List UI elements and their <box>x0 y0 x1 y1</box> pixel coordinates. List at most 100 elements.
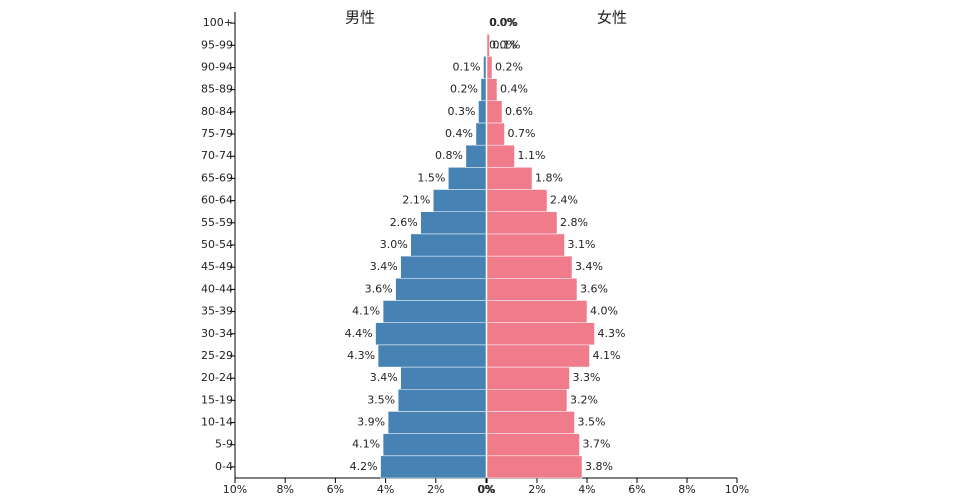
bar <box>483 56 487 79</box>
value-label: 0.0% <box>489 16 517 29</box>
bar <box>486 344 590 368</box>
bar <box>486 388 568 412</box>
bar <box>395 278 487 301</box>
value-label: 0.7% <box>508 127 536 140</box>
bar <box>486 100 503 124</box>
bar <box>465 144 487 168</box>
value-label: 3.5% <box>367 393 395 406</box>
x-tick-label: 4% <box>377 483 394 496</box>
value-label: 4.3% <box>347 349 375 362</box>
bar <box>486 322 595 346</box>
bar <box>375 322 487 346</box>
value-label: 2.8% <box>560 216 588 229</box>
value-label: 0.4% <box>500 83 528 96</box>
bar <box>380 455 487 479</box>
value-label: 4.2% <box>350 460 378 473</box>
x-tick-label: 8% <box>678 483 695 496</box>
bar <box>397 388 487 412</box>
value-label: 2.1% <box>402 194 430 207</box>
y-tick-label: 35-39 <box>201 305 233 318</box>
bar <box>486 233 565 257</box>
y-tick-label: 10-14 <box>201 416 233 429</box>
bar <box>486 78 498 102</box>
bar <box>486 122 505 146</box>
bar <box>382 300 487 323</box>
y-tick-label: 55-59 <box>201 216 233 229</box>
bar <box>486 211 558 235</box>
panel-title: 男性 <box>345 9 375 27</box>
y-tick-label: 45-49 <box>201 260 233 273</box>
x-tick-label: 2% <box>427 483 444 496</box>
y-tick-label: 90-94 <box>201 60 233 73</box>
bar <box>486 33 490 57</box>
y-tick-label: 75-79 <box>201 127 233 140</box>
bar <box>433 189 487 212</box>
value-label: 0.2% <box>450 83 478 96</box>
value-label: 4.1% <box>352 438 380 451</box>
y-tick-label: 0-4 <box>215 460 233 473</box>
value-label: 3.1% <box>568 238 596 251</box>
bar <box>480 78 487 102</box>
bar <box>486 366 570 390</box>
value-label: 2.6% <box>390 216 418 229</box>
value-label: 0.4% <box>445 127 473 140</box>
bar <box>486 433 580 457</box>
value-label: 3.7% <box>583 438 611 451</box>
value-label: 0.3% <box>448 105 476 118</box>
value-label: 3.3% <box>573 371 601 384</box>
value-label: 4.3% <box>598 327 626 340</box>
value-label: 3.4% <box>370 260 398 273</box>
bar <box>377 344 487 368</box>
bar <box>486 411 575 434</box>
value-label: 3.0% <box>380 238 408 251</box>
bar <box>486 189 548 212</box>
value-label: 4.0% <box>590 305 618 318</box>
y-tick-label: 20-24 <box>201 371 233 384</box>
y-tick-label: 95-99 <box>201 38 233 51</box>
value-label: 1.5% <box>417 171 445 184</box>
value-label: 0.1% <box>453 60 481 73</box>
bar <box>382 433 487 457</box>
y-tick-label: 30-34 <box>201 327 233 340</box>
x-tick-label: 2% <box>528 483 545 496</box>
value-label: 2.4% <box>550 194 578 207</box>
value-label: 1.8% <box>535 171 563 184</box>
x-tick-label: 6% <box>628 483 645 496</box>
value-label: 1.1% <box>518 149 546 162</box>
value-label: 0.8% <box>435 149 463 162</box>
value-label: 3.4% <box>575 260 603 273</box>
value-label: 3.4% <box>370 371 398 384</box>
x-tick-label: 6% <box>327 483 344 496</box>
value-label: 4.4% <box>345 327 373 340</box>
panel-title: 女性 <box>597 9 627 27</box>
bar <box>486 144 515 168</box>
y-tick-label: 25-29 <box>201 349 233 362</box>
bar <box>387 411 487 434</box>
value-label: 4.1% <box>593 349 621 362</box>
value-label: 3.6% <box>365 282 393 295</box>
value-label: 0.0% <box>489 38 517 51</box>
y-tick-label: 70-74 <box>201 149 233 162</box>
bar <box>478 100 487 124</box>
x-tick-label: 4% <box>578 483 595 496</box>
x-tick-label: 0% <box>477 483 494 496</box>
bar <box>486 255 573 279</box>
y-tick-label: 15-19 <box>201 393 233 406</box>
y-tick-label: 60-64 <box>201 194 233 207</box>
value-label: 0.0% <box>490 16 518 29</box>
value-label: 0.6% <box>505 105 533 118</box>
y-tick-label: 50-54 <box>201 238 233 251</box>
x-tick-label: 10% <box>725 483 749 496</box>
bar <box>420 211 487 235</box>
bar <box>486 278 578 301</box>
y-tick-label: 40-44 <box>201 282 233 295</box>
bar <box>486 300 588 323</box>
value-label: 3.8% <box>585 460 613 473</box>
value-label: 3.6% <box>580 282 608 295</box>
value-label: 3.9% <box>357 416 385 429</box>
y-tick-label: 5-9 <box>215 438 233 451</box>
y-tick-label: 80-84 <box>201 105 233 118</box>
bar <box>475 122 487 146</box>
bar <box>486 56 493 79</box>
